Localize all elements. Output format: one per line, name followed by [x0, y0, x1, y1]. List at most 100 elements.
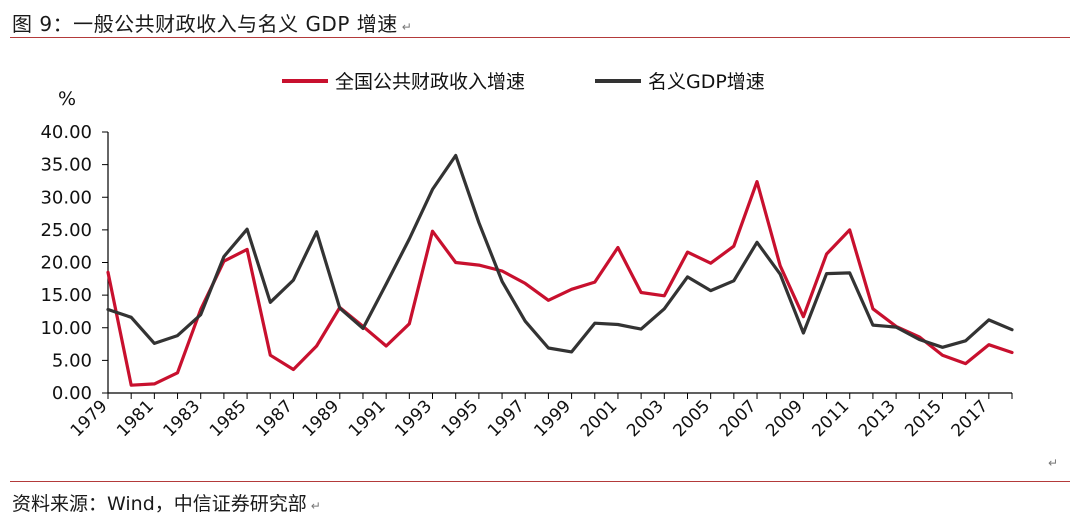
y-tick-label: 20.00	[40, 253, 92, 274]
x-tick-label: 1991	[345, 396, 390, 441]
x-tick-label: 1999	[530, 396, 575, 441]
data-point	[315, 230, 318, 234]
data-point	[802, 315, 805, 318]
x-tick-label: 1987	[252, 396, 297, 441]
data-point	[871, 307, 875, 311]
line-chart: 0.00 5.00 10.00 15.00 20.00 25.00 30.00 35.00 40…	[40, 71, 1014, 441]
data-point	[894, 325, 898, 329]
data-point	[153, 382, 156, 386]
data-point	[686, 250, 689, 254]
x-tick-label: 1993	[391, 396, 436, 441]
data-point	[524, 320, 527, 323]
series-line	[106, 153, 1014, 354]
data-point	[384, 344, 388, 348]
top-rule	[10, 37, 1070, 38]
y-unit-label: %	[58, 88, 76, 110]
data-point	[500, 269, 504, 273]
figure-title-text: 图 9：一般公共财政收入与名义 GDP 增速	[12, 12, 398, 36]
data-point	[245, 248, 249, 251]
y-tick-label: 15.00	[40, 285, 92, 306]
data-point	[709, 289, 712, 292]
x-tick-label: 2001	[577, 396, 622, 441]
data-point	[570, 288, 573, 291]
data-point	[825, 272, 828, 275]
data-point	[941, 346, 944, 349]
y-tick-label: 5.00	[52, 350, 92, 371]
x-tick-label: 2005	[669, 396, 714, 441]
y-tick-label: 40.00	[40, 122, 92, 143]
data-point	[779, 264, 782, 267]
x-tick-label: 2009	[762, 396, 807, 441]
data-point	[361, 327, 365, 330]
data-point	[269, 353, 272, 357]
y-tick-label: 10.00	[40, 318, 92, 339]
x-tick-label: 2011	[809, 396, 854, 441]
data-point	[825, 252, 828, 256]
x-tick-label: 1997	[484, 396, 529, 441]
data-point	[755, 180, 759, 183]
data-point	[315, 344, 318, 348]
x-tick-label: 2007	[716, 396, 761, 441]
data-point	[129, 383, 133, 387]
data-point	[454, 261, 457, 264]
series-line	[106, 180, 1014, 387]
y-tick-label: 30.00	[40, 187, 92, 208]
data-point	[222, 255, 226, 258]
x-tick-label: 1981	[113, 396, 158, 441]
data-point	[106, 271, 110, 274]
legend-label: 全国公共财政收入增速	[335, 71, 525, 93]
data-point	[1010, 328, 1014, 331]
x-tick-label: 1989	[299, 396, 344, 441]
data-point	[408, 237, 411, 241]
data-point	[987, 343, 991, 346]
y-tick-label: 35.00	[40, 155, 92, 176]
data-point	[153, 342, 156, 345]
source-text: 资料来源：Wind，中信证券研究部	[12, 493, 307, 515]
data-point	[408, 322, 411, 326]
data-point	[964, 362, 967, 365]
data-point	[106, 308, 110, 311]
data-point	[709, 261, 712, 265]
data-point	[292, 278, 295, 282]
data-point	[802, 331, 805, 335]
data-point	[871, 323, 875, 327]
data-point	[431, 229, 434, 233]
y-tick-label: 25.00	[40, 220, 92, 241]
data-point	[269, 301, 272, 304]
data-point	[755, 241, 759, 244]
data-point	[292, 368, 295, 371]
data-point	[129, 316, 133, 319]
source-note: 资料来源：Wind，中信证券研究部 ↵	[12, 489, 321, 516]
x-tick-label: 2013	[855, 396, 900, 441]
data-point	[547, 299, 550, 302]
data-point	[431, 188, 434, 191]
data-point	[245, 228, 249, 231]
data-point	[338, 306, 341, 310]
data-point	[176, 371, 179, 374]
data-point	[848, 228, 851, 232]
legend-label: 名义GDP增速	[648, 71, 765, 93]
data-point	[477, 221, 481, 224]
data-point	[987, 318, 991, 322]
x-tick-label: 2003	[623, 396, 668, 441]
x-tick-label: 1983	[160, 396, 205, 441]
data-point	[176, 334, 179, 337]
data-point	[593, 321, 596, 325]
x-tick-label: 2017	[948, 396, 993, 441]
bottom-rule	[10, 481, 1070, 482]
data-point	[732, 279, 736, 282]
data-point	[941, 353, 944, 357]
data-point	[639, 327, 643, 331]
figure-title: 图 9：一般公共财政收入与名义 GDP 增速 ↵	[12, 8, 412, 37]
data-point	[477, 263, 481, 267]
paragraph-mark: ↵	[1048, 456, 1059, 470]
x-tick-label: 2015	[901, 396, 946, 441]
data-point	[848, 271, 851, 275]
data-point	[593, 280, 596, 284]
data-point	[500, 280, 504, 283]
data-point	[454, 154, 457, 157]
data-point	[616, 246, 620, 249]
data-point	[1010, 351, 1014, 354]
data-point	[570, 350, 573, 354]
data-point	[199, 313, 202, 316]
